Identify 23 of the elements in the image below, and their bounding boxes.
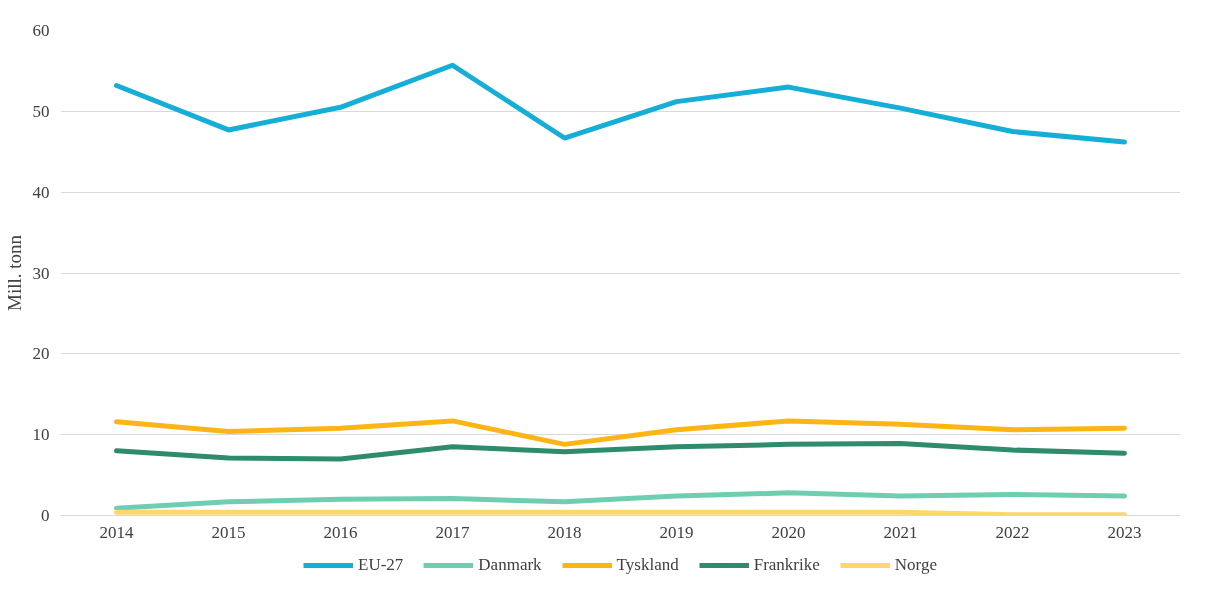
y-tick-label: 50 xyxy=(32,101,50,121)
legend-label: EU-27 xyxy=(358,555,404,575)
y-axis-title: Mill. tonn xyxy=(3,234,25,311)
x-tick-label: 2015 xyxy=(211,522,246,542)
y-tick-label: 40 xyxy=(32,182,50,202)
y-tick-label: 60 xyxy=(32,21,50,40)
legend-label: Danmark xyxy=(478,555,542,575)
x-tick-label: 2020 xyxy=(771,522,806,542)
x-tick-label: 2022 xyxy=(995,522,1030,542)
x-tick-label: 2019 xyxy=(659,522,694,542)
y-tick-label: 20 xyxy=(32,344,50,364)
y-tick-label: 10 xyxy=(32,425,50,445)
legend-label: Norge xyxy=(894,555,937,575)
x-tick-label: 2017 xyxy=(435,522,470,542)
x-tick-label: 2016 xyxy=(323,522,358,542)
x-tick-label: 2023 xyxy=(1107,522,1142,542)
x-tick-label: 2021 xyxy=(883,522,918,542)
x-tick-label: 2014 xyxy=(99,522,134,542)
y-tick-label: 30 xyxy=(32,263,50,283)
x-tick-label: 2018 xyxy=(547,522,582,542)
y-tick-label: 0 xyxy=(41,506,50,525)
legend-label: Tyskland xyxy=(616,555,679,575)
legend-label: Frankrike xyxy=(753,555,820,575)
